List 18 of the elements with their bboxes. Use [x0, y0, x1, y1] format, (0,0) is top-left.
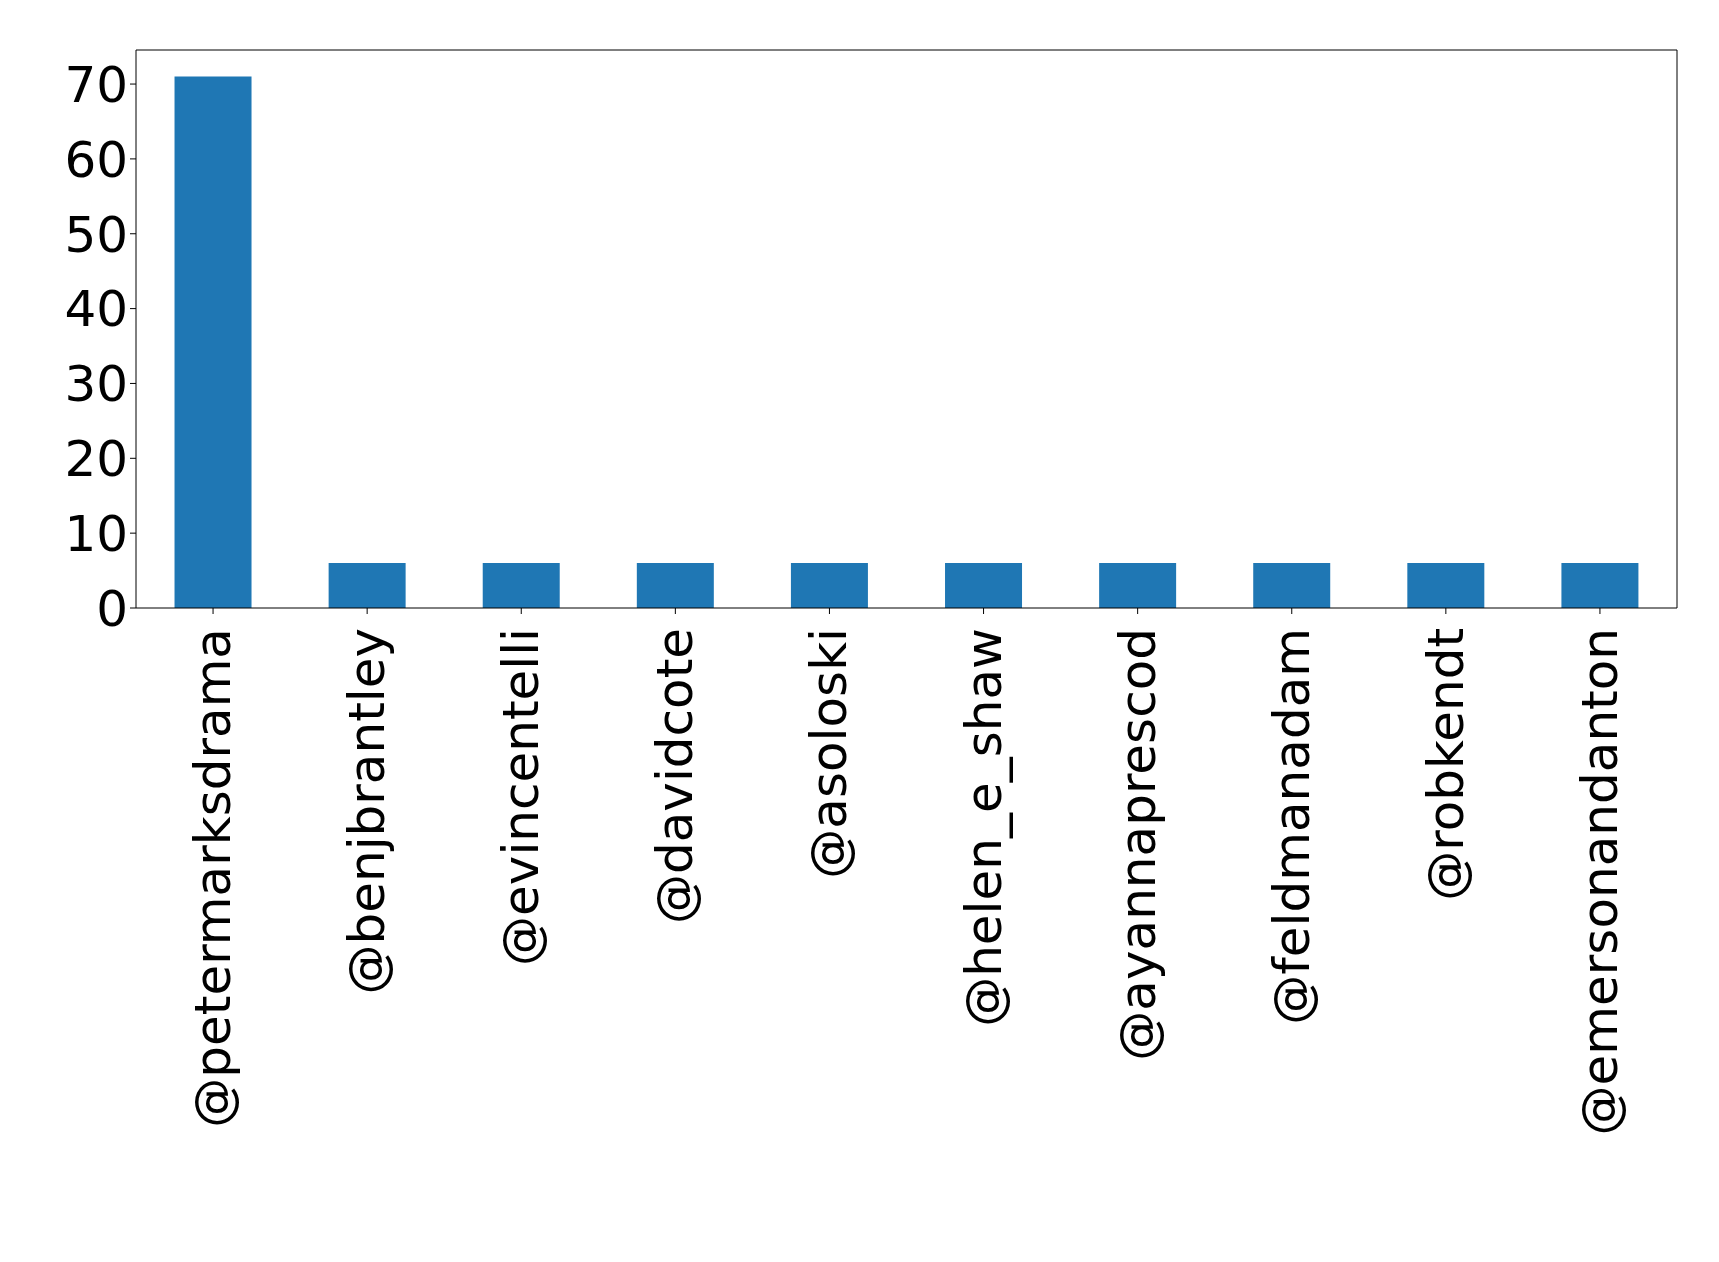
x-tick-label: @emersonandanton — [1570, 628, 1629, 1136]
x-tick-label: @robkendt — [1416, 628, 1475, 901]
x-tick-label: @helen_e_shaw — [954, 628, 1013, 1027]
x-tick-label: @feldmanadam — [1262, 628, 1321, 1025]
x-tick-label: @evincentelli — [492, 628, 551, 966]
x-tick-label: @asoloski — [800, 628, 859, 879]
y-tick-label: 20 — [64, 430, 128, 489]
y-tick-label: 60 — [64, 130, 128, 189]
y-tick-label: 40 — [64, 280, 128, 339]
y-tick-label: 30 — [64, 355, 128, 414]
x-tick-label: @davidcote — [646, 628, 705, 925]
y-tick-label: 70 — [64, 55, 128, 114]
x-tick-label: @ayannaprescod — [1108, 628, 1167, 1061]
y-tick-label: 10 — [64, 504, 128, 563]
x-tick-label: @petermarksdrama — [184, 628, 243, 1128]
x-tick-label: @benjbrantley — [338, 628, 397, 995]
y-tick-label: 50 — [64, 205, 128, 264]
y-tick-label: 0 — [96, 579, 128, 638]
